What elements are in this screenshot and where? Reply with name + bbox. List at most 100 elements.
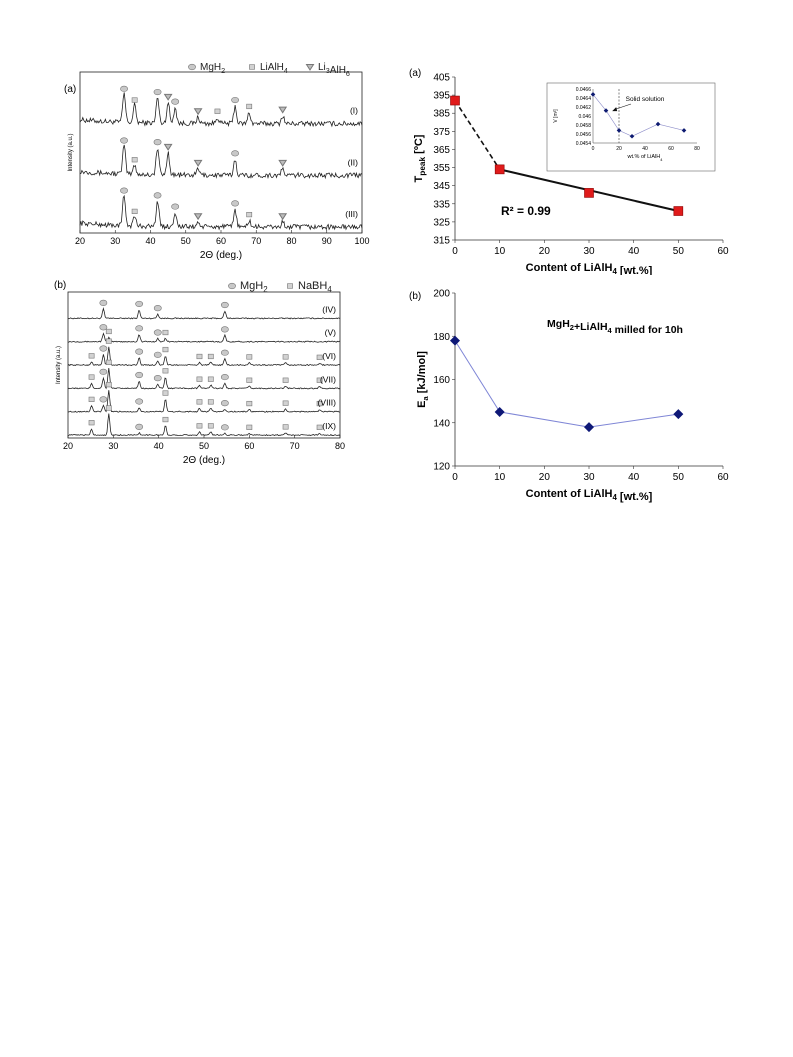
y-axis-label: Intensity (a.u.) [68, 133, 74, 171]
peak-marker [131, 157, 138, 163]
x-tick-label: 50 [199, 441, 209, 451]
peak-marker [88, 420, 95, 426]
peak-marker [99, 368, 108, 375]
peak-marker [105, 405, 112, 411]
peak-marker [316, 377, 323, 383]
peak-marker [135, 371, 144, 379]
x-tick-label: 100 [354, 236, 369, 246]
peak-marker [207, 423, 214, 429]
series-label: (VIII) [318, 398, 337, 408]
peak-marker [99, 396, 108, 403]
peak-marker [153, 351, 162, 358]
peak-marker [135, 423, 144, 430]
y-tick-label: 395 [433, 91, 450, 102]
y-tick-label: 160 [433, 375, 450, 386]
inset-y-tick-label: 0.0462 [576, 105, 592, 111]
peak-marker [135, 398, 144, 405]
x-tick-label: 20 [539, 472, 551, 483]
x-tick-label: 0 [452, 472, 458, 483]
peak-marker [193, 213, 203, 221]
x-tick-label: 50 [673, 472, 685, 483]
peak-marker [153, 192, 162, 199]
series-line [454, 340, 679, 428]
peak-marker [171, 98, 180, 105]
tpeak-panel: (a) 315 325 335 345 355 365 375 385 395 405 0 10 20 30… [405, 65, 740, 277]
peak-marker [99, 345, 108, 352]
x-tick-label: 60 [244, 441, 254, 451]
peak-marker [88, 374, 95, 380]
peak-marker [105, 382, 112, 388]
peak-marker [162, 368, 169, 374]
peak-marker [171, 203, 180, 210]
peak-marker [99, 324, 108, 331]
peak-marker [163, 93, 173, 101]
peak-marker [220, 349, 229, 356]
peak-marker [214, 108, 221, 114]
y-tick-label: 120 [433, 462, 450, 473]
peak-marker [282, 400, 289, 406]
data-point [494, 164, 505, 175]
xrd-pattern-line [67, 306, 341, 320]
x-axis-label: 2Θ (deg.) [183, 455, 225, 466]
peak-marker [246, 211, 253, 218]
peak-marker [120, 137, 128, 144]
y-tick-label: 385 [433, 109, 450, 120]
xrd-chart-b: (b) MgH2 NaBH4 Intensity (a.u.) 20 30 40 50 60 70… [54, 280, 345, 466]
ea-panel: (b) 120 140 160 180 200 0 10 20 30 40 50 60 Content o… [405, 283, 740, 508]
x-tick-label: 30 [110, 236, 120, 246]
peak-marker [246, 377, 253, 383]
x-tick-label: 40 [628, 246, 640, 257]
x-tick-label: 40 [154, 441, 164, 451]
xrd-pattern-line [79, 194, 363, 231]
panel-label: (a) [64, 84, 76, 95]
legend-label: MgH2 [240, 280, 268, 294]
peak-marker [88, 396, 95, 402]
peak-marker [88, 353, 95, 359]
x-tick-label: 20 [539, 246, 551, 257]
inset-x-tick-label: 20 [616, 146, 622, 152]
y-tick-label: 375 [433, 127, 450, 138]
y-tick-label: 180 [433, 332, 450, 343]
y-tick-label: 325 [433, 217, 450, 228]
peak-marker [153, 305, 162, 312]
panel-label: (b) [409, 291, 421, 302]
peak-marker [231, 150, 239, 157]
x-tick-label: 40 [145, 236, 155, 246]
xrd-pattern-line [67, 390, 341, 413]
r-squared-annotation: R² = 0.99 [501, 204, 551, 218]
series-label: (II) [348, 157, 359, 167]
inset-series-line [592, 94, 685, 137]
peak-marker [196, 353, 203, 360]
inset-y-axis-label: V [m³] [553, 109, 559, 123]
series-label: (VII) [320, 374, 336, 384]
peak-marker [196, 399, 203, 405]
data-point [450, 335, 460, 346]
xrd-pattern-line [67, 346, 341, 367]
peak-marker [220, 373, 229, 381]
peak-marker [162, 390, 169, 396]
inset-arrow-head [612, 107, 618, 112]
peak-marker [196, 376, 203, 382]
x-tick-label: 40 [628, 472, 640, 483]
series-label: (III) [345, 209, 358, 219]
inset-x-axis-label: wt.% of LiAlH4 [627, 154, 664, 162]
inset-y-tick-label: 0.0464 [576, 96, 592, 102]
peak-marker [162, 329, 169, 336]
peak-marker [246, 424, 253, 430]
peak-marker [278, 159, 288, 167]
peak-marker [120, 187, 128, 194]
xrd-panel-b: (b) MgH2 NaBH4 Intensity (a.u.) 20 30 40 50 60 70… [50, 280, 370, 480]
peak-marker [99, 299, 108, 306]
y-tick-label: 335 [433, 199, 450, 210]
peak-marker [120, 85, 128, 92]
data-point [673, 409, 684, 420]
peak-marker [316, 424, 323, 430]
y-tick-label: 355 [433, 163, 450, 174]
inset-annotation-arrow [614, 103, 632, 110]
x-tick-label: 60 [717, 246, 729, 257]
inset-y-tick-label: 0.0466 [576, 87, 592, 93]
legend-marker [228, 282, 236, 290]
xrd-pattern-line [67, 413, 341, 437]
peak-marker [282, 377, 289, 383]
peak-marker [231, 200, 239, 207]
